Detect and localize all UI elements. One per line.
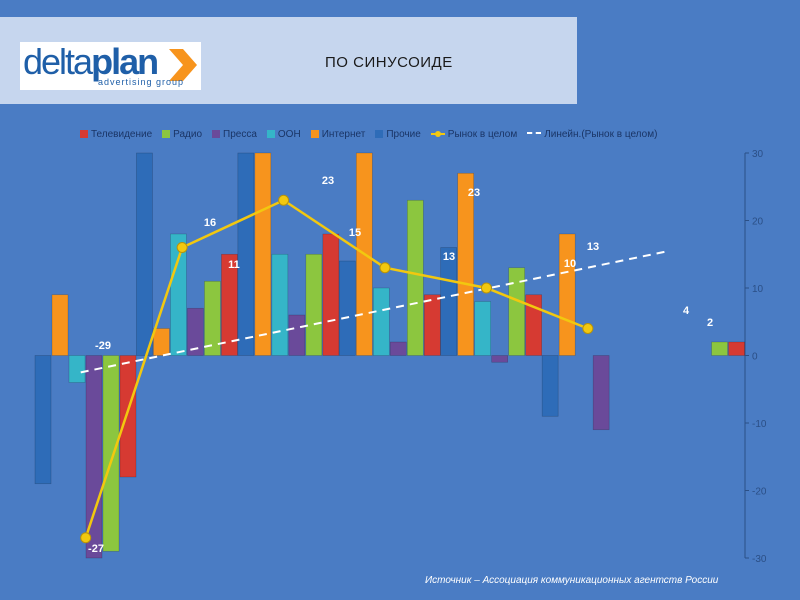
bar xyxy=(305,253,323,356)
data-label: 13 xyxy=(443,251,455,263)
bar xyxy=(711,341,728,356)
legend-swatch xyxy=(162,130,171,138)
bar xyxy=(271,253,289,356)
bar xyxy=(34,355,52,485)
data-label: 16 xyxy=(204,217,216,229)
bar xyxy=(288,314,306,356)
legend-line-marker xyxy=(430,130,445,138)
bar xyxy=(221,253,238,356)
data-label: 11 xyxy=(228,259,240,271)
logo-part1: delta xyxy=(23,41,93,82)
bar xyxy=(254,152,272,356)
logo-part2: plan xyxy=(91,41,159,82)
bar xyxy=(153,328,170,356)
legend-label: Интернет xyxy=(321,128,366,140)
bar xyxy=(389,341,407,356)
market-point xyxy=(480,282,492,294)
bar xyxy=(558,233,576,356)
y-tick-label: 0 xyxy=(752,352,758,363)
legend-item: Линейн.(Рынок в целом) xyxy=(527,127,657,141)
legend-item: OOH xyxy=(266,127,301,141)
market-point xyxy=(80,532,92,544)
legend-dashed-marker xyxy=(527,132,542,136)
bar xyxy=(525,294,543,356)
bar xyxy=(204,280,221,356)
bar xyxy=(237,152,255,356)
y-tick-label: 30 xyxy=(752,149,764,160)
bar xyxy=(474,301,492,356)
market-line xyxy=(84,198,589,539)
slide-title: ПО СИНУСОИДЕ xyxy=(325,54,453,71)
bar xyxy=(170,233,187,356)
chart-legend: Телевидение Радио Пресса OOH Интернет Прочие Р… xyxy=(80,127,657,141)
legend-item: Прочие xyxy=(375,127,421,141)
data-label: 2 xyxy=(707,317,713,329)
legend-label: Прочие xyxy=(386,128,421,140)
market-point xyxy=(582,323,594,334)
data-label: 4 xyxy=(683,305,690,317)
legend-item: Телевидение xyxy=(80,127,152,141)
y-tick-label: 10 xyxy=(752,284,764,295)
legend-swatch xyxy=(266,130,275,138)
legend-swatch xyxy=(212,130,221,138)
bar xyxy=(119,355,137,478)
legend-label: Линейн.(Рынок в целом) xyxy=(544,128,658,140)
data-label: 15 xyxy=(349,227,361,239)
bar xyxy=(187,307,204,356)
bar xyxy=(491,355,509,363)
legend-item: Интернет xyxy=(310,127,366,141)
bar xyxy=(541,355,559,417)
bar xyxy=(338,260,356,356)
market-point xyxy=(176,242,188,253)
data-label: 23 xyxy=(322,175,334,187)
data-label: -29 xyxy=(95,340,111,352)
legend-item: Рынок в целом xyxy=(430,127,518,141)
y-tick-label: -20 xyxy=(752,487,767,498)
y-tick-label: -30 xyxy=(752,554,767,565)
bar xyxy=(440,247,458,356)
bar xyxy=(592,355,610,431)
bar xyxy=(423,294,441,356)
legend-label: Пресса xyxy=(223,128,257,140)
legend-swatch xyxy=(310,130,319,138)
bar xyxy=(406,199,424,356)
logo-subtitle: advertising group xyxy=(98,77,185,87)
bar xyxy=(372,287,390,356)
bar xyxy=(457,172,475,356)
y-tick-label: -10 xyxy=(752,419,767,430)
y-tick-label: 20 xyxy=(752,217,764,228)
legend-item: Пресса xyxy=(212,127,257,141)
deltaplan-logo: deltaplan advertising group xyxy=(20,40,201,90)
data-label: 13 xyxy=(587,241,599,253)
legend-label: OOH xyxy=(277,128,301,140)
market-point xyxy=(379,262,391,274)
bar xyxy=(85,355,103,559)
legend-label: Радио xyxy=(173,128,203,140)
bar xyxy=(508,267,526,356)
bar xyxy=(102,355,120,552)
bar xyxy=(728,341,745,356)
logo-wordmark: deltaplan xyxy=(23,40,159,84)
data-label: -27 xyxy=(88,543,104,555)
legend-item: Радио xyxy=(162,127,202,141)
legend-swatch xyxy=(80,130,88,138)
orange-arrow-icon xyxy=(169,49,197,81)
bar xyxy=(136,152,153,356)
bar xyxy=(68,355,86,383)
market-point xyxy=(278,194,290,206)
trend-line xyxy=(80,249,670,374)
data-label: 23 xyxy=(468,187,480,199)
legend-label: Рынок в целом xyxy=(447,128,518,140)
data-label: 10 xyxy=(564,258,576,270)
bar xyxy=(51,294,69,356)
source-note: Источник – Ассоциация коммуникационных а… xyxy=(425,575,719,586)
legend-label: Телевидение xyxy=(91,128,153,140)
legend-swatch xyxy=(375,130,384,138)
bar xyxy=(322,233,340,356)
